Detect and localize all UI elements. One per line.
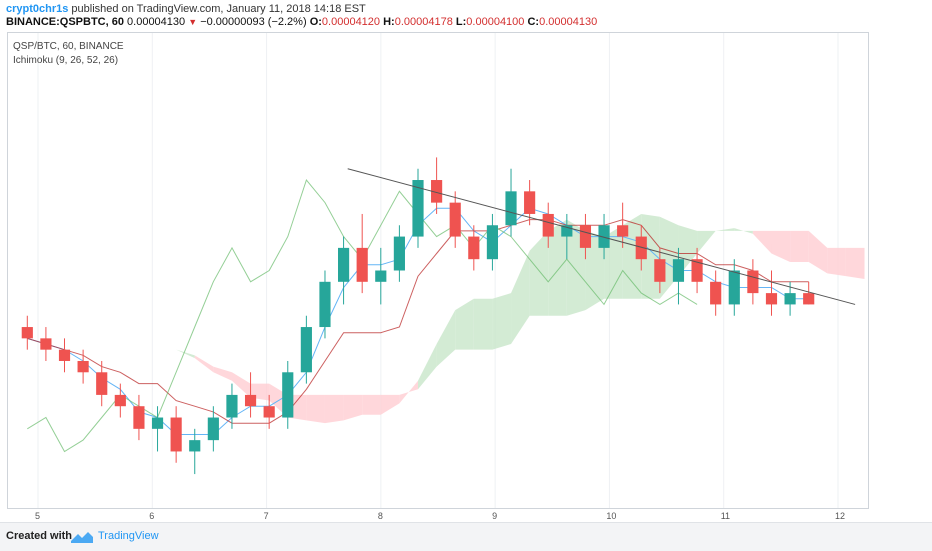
publish-text: published on TradingView.com, January 11… bbox=[68, 3, 366, 15]
legend-symbol: QSP/BTC, 60, BINANCE bbox=[13, 41, 124, 52]
x-tick-label: 11 bbox=[721, 511, 730, 521]
legend-indicator: Ichimoku (9, 26, 52, 26) bbox=[13, 55, 119, 66]
close-value: 0.00004130 bbox=[539, 16, 598, 28]
last-price: 0.00004130 bbox=[127, 16, 186, 28]
x-axis: 5 6 7 8 9 10 11 12 bbox=[35, 511, 845, 521]
x-tick-label: 6 bbox=[149, 511, 154, 521]
chart-header: crypt0chr1s published on TradingView.com… bbox=[0, 0, 932, 30]
high-label: H: bbox=[383, 16, 395, 28]
x-tick-label: 10 bbox=[606, 511, 616, 521]
low-value: 0.00004100 bbox=[466, 16, 525, 28]
x-tick-label: 9 bbox=[492, 511, 497, 521]
x-tick-label: 8 bbox=[378, 511, 383, 521]
tradingview-brand-link[interactable]: TradingView bbox=[98, 530, 159, 542]
open-label: O: bbox=[309, 16, 322, 28]
created-with-text: Created with bbox=[6, 530, 73, 542]
x-tick-label: 7 bbox=[264, 511, 269, 521]
high-value: 0.00004178 bbox=[394, 16, 453, 28]
low-label: L: bbox=[455, 16, 467, 28]
publish-info: crypt0chr1s published on TradingView.com… bbox=[6, 3, 366, 15]
down-arrow-icon: ▼ bbox=[188, 17, 198, 27]
x-tick-label: 12 bbox=[835, 511, 845, 521]
symbol-label: BINANCE:QSPBTC, 60 bbox=[6, 16, 124, 28]
price-change: −0.00000093 (−2.2%) bbox=[200, 16, 307, 28]
open-value: 0.00004120 bbox=[321, 16, 381, 28]
chart-frame[interactable] bbox=[7, 32, 869, 509]
author-link[interactable]: crypt0chr1s bbox=[6, 3, 69, 15]
footer-bar: Created with TradingView bbox=[0, 522, 932, 551]
ohlc-line: BINANCE:QSPBTC, 60 0.00004130 ▼ −0.00000… bbox=[6, 16, 597, 28]
chart-legend: QSP/BTC, 60, BINANCE Ichimoku (9, 26, 52… bbox=[13, 40, 124, 68]
tradingview-logo-icon bbox=[71, 532, 93, 543]
close-label: C: bbox=[527, 16, 540, 28]
x-tick-label: 5 bbox=[35, 511, 40, 521]
